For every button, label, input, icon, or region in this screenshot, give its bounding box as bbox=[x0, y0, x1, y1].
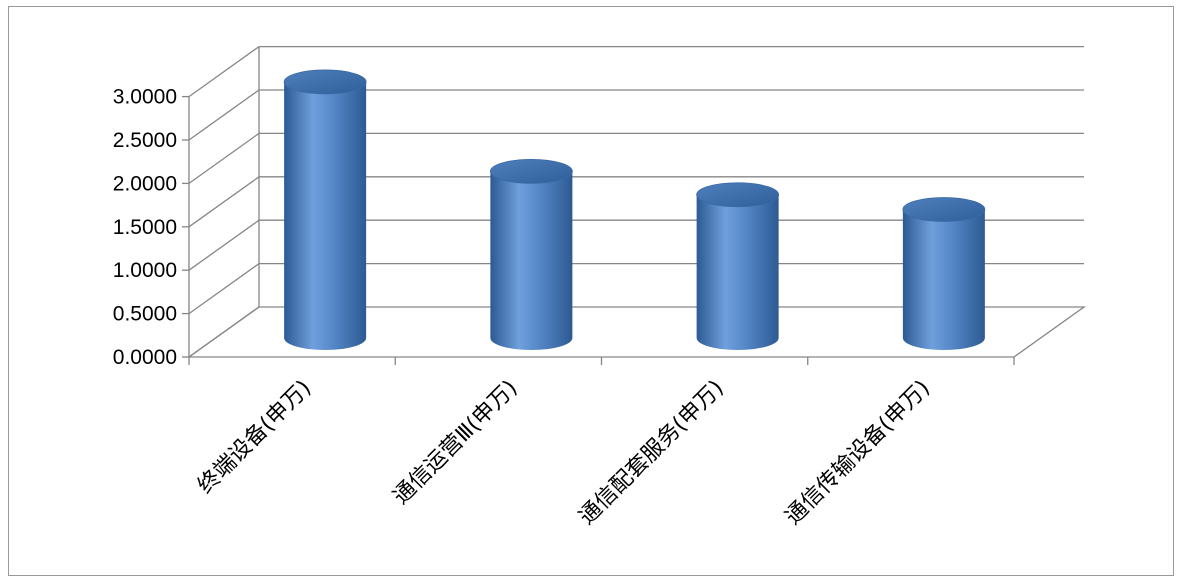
x-category-label: 通信传输设备(申万) bbox=[781, 376, 935, 530]
gridline-side bbox=[188, 219, 260, 271]
bar bbox=[696, 182, 780, 350]
x-axis-tick-marks bbox=[188, 357, 1015, 365]
bar-body bbox=[902, 209, 985, 350]
x-category-label: 终端设备(申万) bbox=[193, 376, 316, 499]
x-category-label: 通信运营Ⅲ(申万) bbox=[389, 376, 523, 510]
bar-body bbox=[696, 194, 779, 350]
x-axis-category-labels: 终端设备(申万) 通信运营Ⅲ(申万) 通信配套服务(申万) 通信传输设备(申万) bbox=[193, 376, 935, 530]
bar-body bbox=[490, 171, 573, 350]
bar bbox=[283, 69, 367, 350]
bar bbox=[489, 158, 573, 350]
y-tick-label: 2.0000 bbox=[113, 172, 177, 195]
chart-area: 0.0000 0.5000 1.0000 1.5000 2.0000 2.5000 3.00… bbox=[8, 6, 1174, 576]
bar-chart: 0.0000 0.5000 1.0000 1.5000 2.0000 2.5000 3.00… bbox=[113, 45, 1087, 530]
y-tick-label: 0.5000 bbox=[113, 303, 177, 326]
bar-top bbox=[696, 182, 780, 208]
side-grid bbox=[182, 46, 260, 358]
y-tick-label: 3.0000 bbox=[113, 86, 177, 109]
x-category-label: 通信配套服务(申万) bbox=[575, 376, 729, 530]
y-tick-label: 1.5000 bbox=[113, 216, 177, 239]
bar-top bbox=[283, 69, 367, 95]
gridline-side bbox=[188, 89, 260, 141]
chart-floor bbox=[186, 306, 1087, 358]
gridline-side bbox=[188, 263, 260, 315]
bar-body bbox=[284, 81, 367, 350]
y-tick-label: 2.5000 bbox=[113, 129, 177, 152]
bar bbox=[902, 197, 986, 350]
gridline-side bbox=[188, 46, 260, 98]
y-tick-label: 0.0000 bbox=[113, 346, 177, 369]
gridline-side bbox=[188, 132, 260, 184]
y-axis-tick-labels: 0.0000 0.5000 1.0000 1.5000 2.0000 2.5000 3.00… bbox=[113, 86, 177, 369]
bar-top bbox=[902, 197, 986, 222]
bar-top bbox=[489, 158, 573, 184]
y-tick-label: 1.0000 bbox=[113, 259, 177, 282]
gridline-side bbox=[188, 176, 260, 228]
floor-outline bbox=[186, 306, 1087, 358]
bars bbox=[283, 69, 986, 350]
